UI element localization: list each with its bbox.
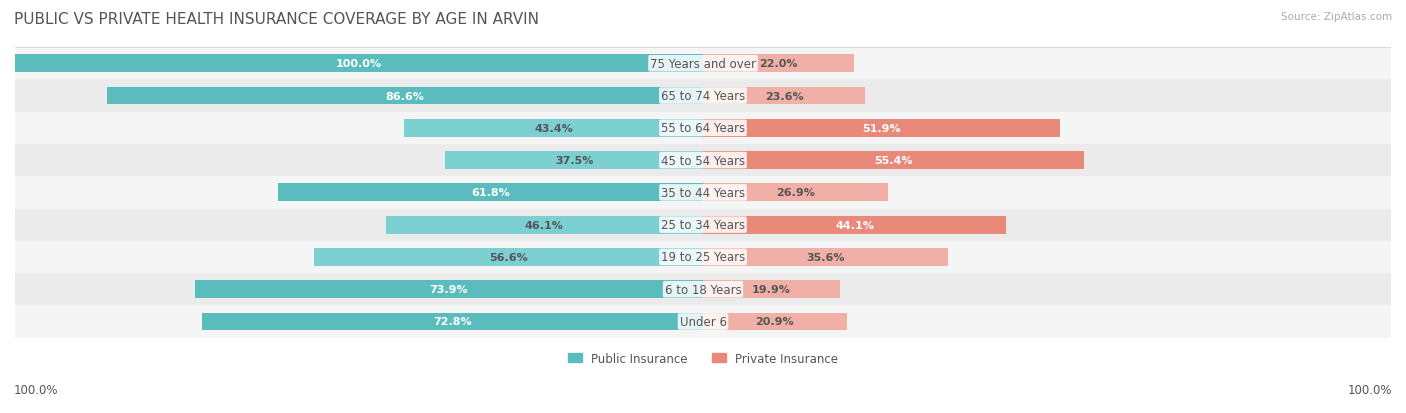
Bar: [703, 313, 846, 330]
Text: 19.9%: 19.9%: [752, 285, 792, 294]
Bar: [703, 281, 839, 298]
Bar: [405, 120, 703, 138]
Text: 61.8%: 61.8%: [471, 188, 510, 198]
Text: 65 to 74 Years: 65 to 74 Years: [661, 90, 745, 103]
Text: 86.6%: 86.6%: [385, 91, 425, 101]
Text: 72.8%: 72.8%: [433, 317, 472, 327]
Text: 43.4%: 43.4%: [534, 123, 574, 133]
Bar: [703, 88, 865, 105]
Bar: [202, 313, 703, 330]
Text: 25 to 34 Years: 25 to 34 Years: [661, 218, 745, 232]
Legend: Public Insurance, Private Insurance: Public Insurance, Private Insurance: [564, 347, 842, 370]
Bar: [703, 184, 889, 202]
Text: 73.9%: 73.9%: [429, 285, 468, 294]
Bar: [15, 209, 1391, 241]
Bar: [278, 184, 703, 202]
Text: 35.6%: 35.6%: [806, 252, 845, 262]
Bar: [703, 120, 1060, 138]
Text: 45 to 54 Years: 45 to 54 Years: [661, 154, 745, 167]
Text: 6 to 18 Years: 6 to 18 Years: [665, 283, 741, 296]
Text: 44.1%: 44.1%: [835, 220, 875, 230]
Bar: [446, 152, 703, 170]
Bar: [15, 112, 1391, 145]
Bar: [314, 249, 703, 266]
Text: 55 to 64 Years: 55 to 64 Years: [661, 122, 745, 135]
Bar: [15, 145, 1391, 177]
Text: 35 to 44 Years: 35 to 44 Years: [661, 186, 745, 199]
Text: 56.6%: 56.6%: [489, 252, 527, 262]
Bar: [15, 55, 703, 73]
Bar: [703, 55, 855, 73]
Bar: [194, 281, 703, 298]
Text: 20.9%: 20.9%: [755, 317, 794, 327]
Bar: [15, 241, 1391, 273]
Bar: [15, 306, 1391, 338]
Text: Under 6: Under 6: [679, 315, 727, 328]
Text: 55.4%: 55.4%: [875, 156, 912, 166]
Bar: [703, 249, 948, 266]
Text: 19 to 25 Years: 19 to 25 Years: [661, 251, 745, 264]
Text: 100.0%: 100.0%: [1347, 384, 1392, 396]
Text: PUBLIC VS PRIVATE HEALTH INSURANCE COVERAGE BY AGE IN ARVIN: PUBLIC VS PRIVATE HEALTH INSURANCE COVER…: [14, 12, 538, 27]
Text: 23.6%: 23.6%: [765, 91, 803, 101]
Bar: [107, 88, 703, 105]
Text: 100.0%: 100.0%: [336, 59, 382, 69]
Text: 46.1%: 46.1%: [524, 220, 564, 230]
Text: 37.5%: 37.5%: [555, 156, 593, 166]
Bar: [385, 216, 703, 234]
Text: 22.0%: 22.0%: [759, 59, 799, 69]
Text: 26.9%: 26.9%: [776, 188, 815, 198]
Text: 100.0%: 100.0%: [14, 384, 59, 396]
Text: Source: ZipAtlas.com: Source: ZipAtlas.com: [1281, 12, 1392, 22]
Text: 51.9%: 51.9%: [862, 123, 901, 133]
Bar: [703, 216, 1007, 234]
Bar: [15, 177, 1391, 209]
Bar: [15, 273, 1391, 306]
Bar: [15, 48, 1391, 80]
Text: 75 Years and over: 75 Years and over: [650, 58, 756, 71]
Bar: [703, 152, 1084, 170]
Bar: [15, 80, 1391, 112]
